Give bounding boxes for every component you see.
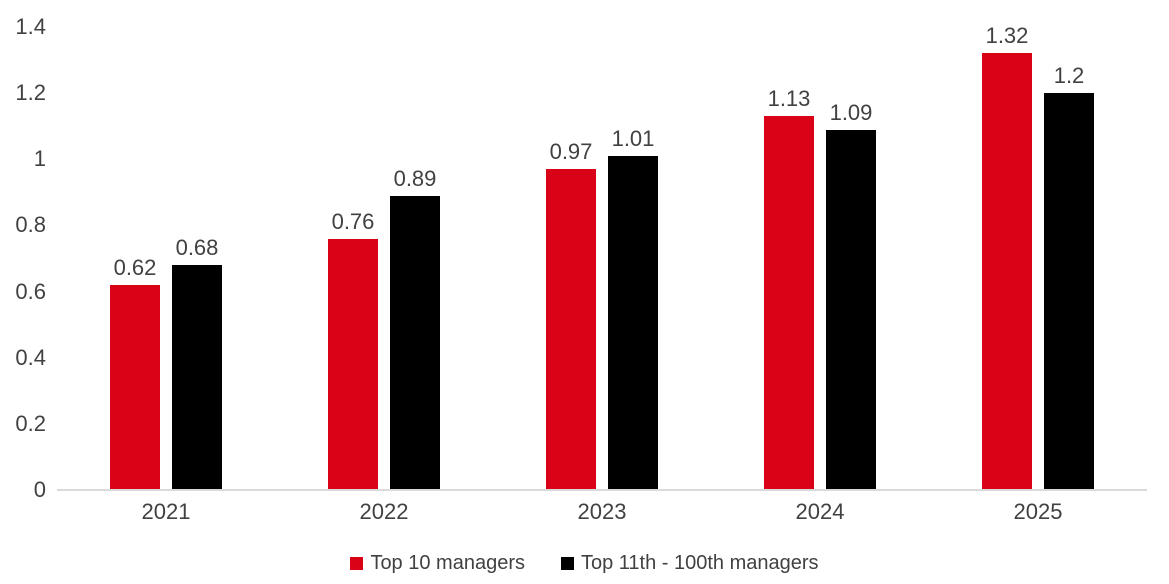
x-axis-category-label: 2021 [141,499,191,524]
x-axis-category-label: 2022 [359,499,409,524]
x-axis-line [57,489,1147,491]
legend-label-top-11th-100th-managers: Top 11th - 100th managers [580,552,819,574]
bar-value-label: 1.01 [611,125,655,151]
y-axis-tick-label: 0 [33,477,46,502]
bar-value-label: 1.09 [829,99,873,125]
y-axis-tick-label: 0.6 [15,278,46,304]
y-axis-tick-label: 1.2 [15,80,46,106]
x-axis-category-label: 2023 [577,499,627,524]
bar-value-label: 0.76 [331,208,375,234]
legend-swatch-black-icon [560,556,574,570]
legend-swatch-red-icon [350,556,364,570]
bar-top-10-managers-2024 [764,116,814,490]
bar-value-label: 0.97 [549,139,593,165]
bar-value-label: 1.2 [1053,63,1085,89]
bar-top-10-managers-2025 [982,53,1032,490]
legend: Top 10 managers Top 11th - 100th manager… [0,551,1169,575]
bar-top-10-managers-2021 [110,284,160,490]
bar-value-label: 1.32 [985,23,1029,49]
legend-item-top-10-managers: Top 10 managers [350,551,525,575]
y-axis-tick-label: 0.2 [15,410,46,436]
legend-label-top-10-managers: Top 10 managers [370,552,525,574]
x-axis-category-label: 2024 [795,499,845,524]
x-axis-category-label: 2025 [1013,499,1063,524]
bar-top-11th-100th-managers-2025 [1044,93,1094,490]
bar-top-11th-100th-managers-2024 [826,129,876,490]
bar-value-label: 1.13 [767,86,811,112]
y-axis-tick-label: 1 [33,146,46,172]
bar-top-10-managers-2022 [328,238,378,490]
bar-value-label: 0.68 [175,235,219,261]
y-axis-tick-label: 0.8 [15,212,46,238]
bar-value-label: 0.62 [113,254,157,280]
y-axis-tick-label: 1.4 [15,14,46,39]
bar-value-label: 0.89 [393,165,437,191]
bar-top-11th-100th-managers-2021 [172,265,222,490]
bar-top-11th-100th-managers-2022 [390,195,440,490]
legend-item-top-11th-100th-managers: Top 11th - 100th managers [560,551,819,575]
bar-top-11th-100th-managers-2023 [608,155,658,490]
y-axis-tick-label: 0.4 [15,344,46,370]
bar-top-10-managers-2023 [546,169,596,490]
